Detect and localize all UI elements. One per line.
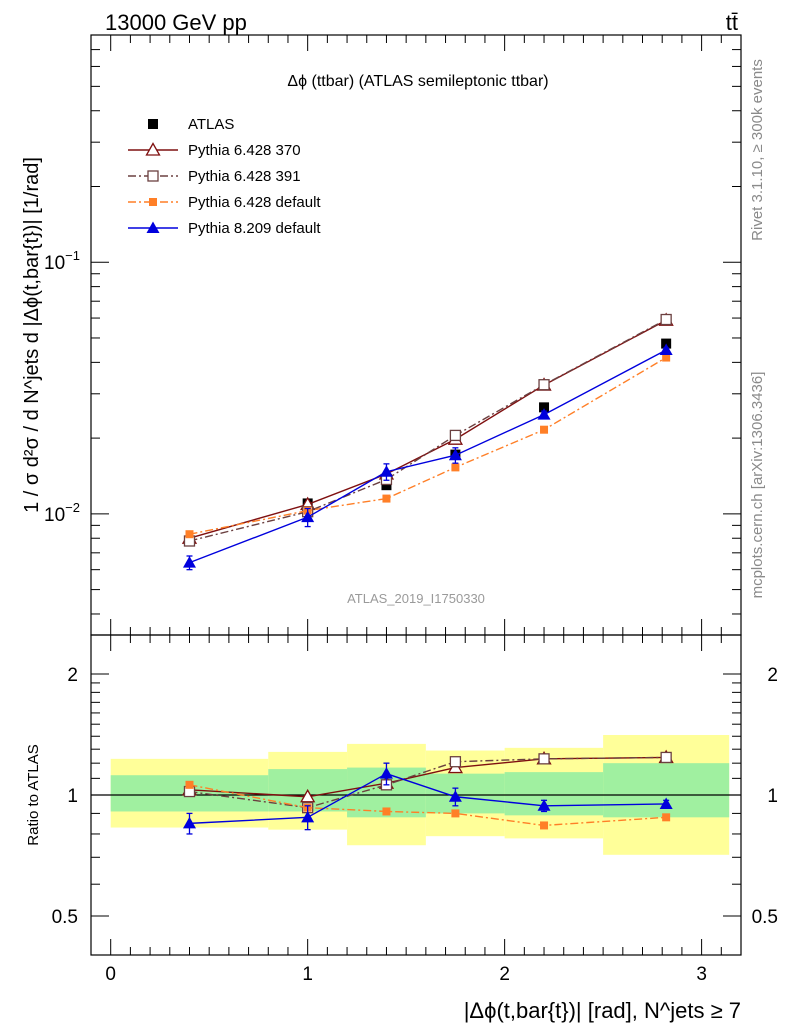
data-point (540, 821, 549, 830)
legend-label: Pythia 8.209 default (188, 220, 321, 237)
data-point (182, 816, 196, 829)
data-point (537, 799, 551, 811)
data-point (381, 480, 392, 491)
series-pythia-6-428-default (185, 353, 671, 539)
ratio-y-tick-label-left: 0.5 (52, 907, 78, 928)
data-point (449, 429, 462, 442)
series-pythia-8-209-default (182, 762, 673, 835)
ratio-series-layer (181, 749, 674, 835)
ratio-panel: 0.5 0.5 1 1 2 2 0 1 2 3 Ratio to ATLAS |Δϕ(t,bar{… (25, 634, 778, 1023)
ratio-y-tick-label-right: 1 (767, 786, 778, 807)
ratio-y-tick-label-right: 2 (767, 665, 778, 686)
y-tick-label: 10−1 (44, 248, 80, 274)
legend-marker (146, 221, 160, 233)
data-point (659, 797, 673, 809)
y-tick-label-text: 10−2 (44, 500, 80, 526)
data-point (662, 353, 671, 362)
data-point (379, 767, 393, 779)
legend-item-pythia-6-428-default: Pythia 6.428 default (128, 194, 321, 211)
series-line-pythia-6-428-391 (189, 318, 667, 542)
inner-uncertainty-band (603, 763, 730, 818)
data-point (662, 813, 671, 822)
series-pythia-8-209-default (182, 343, 673, 571)
legend-label: Pythia 6.428 default (188, 194, 321, 211)
series-line-pythia-8-209-default (189, 349, 667, 564)
ratio-y-tick-label-left: 1 (67, 786, 78, 807)
series-line-pythia-6-428-370 (189, 756, 667, 798)
x-tick-label: 1 (302, 964, 313, 985)
data-point (379, 465, 393, 477)
legend-label: Pythia 6.428 391 (188, 168, 301, 185)
legend-item-pythia-6-428-391: Pythia 6.428 391 (128, 168, 301, 185)
header-left-label: 13000 GeV pp (105, 10, 247, 35)
data-point (185, 780, 194, 789)
legend-label: ATLAS (188, 116, 234, 133)
data-point (539, 402, 550, 413)
ratio-y-tick-label-right: 0.5 (752, 907, 778, 928)
rivet-version-label: Rivet 3.1.10, ≥ 300k events (749, 59, 766, 241)
series-pythia-6-428-370 (181, 312, 674, 544)
series-line-pythia-8-209-default (189, 772, 667, 825)
series-line-pythia-6-428-391 (189, 756, 667, 809)
y-tick-label: 10−2 (44, 500, 80, 526)
data-point (448, 448, 462, 461)
data-point (301, 510, 315, 523)
legend-label: Pythia 6.428 370 (188, 142, 301, 159)
legend-marker (148, 119, 158, 129)
header-right-label: tt̄ (726, 10, 738, 35)
legend: ATLAS Pythia 6.428 370 Pythia 6.428 391 Pyt… (128, 116, 321, 237)
data-point (382, 807, 391, 816)
series-line-pythia-6-428-370 (189, 319, 667, 539)
legend-marker (145, 142, 161, 156)
main-y-axis-label: 1 / σ d²σ / d N^jets d |Δϕ(t,bar{t})| [1… (21, 157, 43, 513)
y-tick-label-text: 10−1 (44, 248, 80, 274)
series-pythia-6-428-391 (183, 313, 672, 547)
data-point (182, 556, 196, 568)
legend-item-pythia-8-209-default: Pythia 8.209 default (128, 220, 321, 237)
data-point (660, 313, 672, 326)
legend-marker (147, 170, 159, 182)
series-atlas (184, 338, 672, 547)
legend-item-atlas: ATLAS (148, 116, 234, 133)
analysis-watermark: ATLAS_2019_I1750330 (347, 591, 485, 606)
legend-marker (149, 198, 157, 206)
data-point (537, 408, 551, 420)
ratio-y-tick-label-left: 2 (67, 665, 78, 686)
ratio-y-axis-label: Ratio to ATLAS (25, 744, 42, 845)
main-series-layer (181, 312, 674, 571)
data-point (300, 788, 316, 803)
data-point (449, 756, 462, 768)
data-point (185, 530, 194, 539)
data-point (660, 751, 672, 764)
main-chart-title: Δϕ (ttbar) (ATLAS semileptonic ttbar) (287, 73, 548, 90)
data-point (382, 494, 391, 503)
data-point (540, 425, 549, 434)
main-panel: 10−2 10−1 Δϕ (ttbar) (ATLAS semileptonic … (21, 34, 742, 636)
x-tick-label: 2 (499, 964, 510, 985)
inner-uncertainty-band (425, 773, 505, 814)
legend-item-pythia-6-428-370: Pythia 6.428 370 (128, 142, 301, 159)
data-point (451, 809, 460, 818)
x-axis-label: |Δϕ(t,bar{t})| [rad], N^jets ≥ 7 (464, 998, 741, 1023)
data-point (538, 379, 550, 391)
data-point (659, 343, 673, 355)
mcplots-label: mcplots.cern.ch [arXiv:1306.3436] (749, 372, 766, 599)
data-point (301, 810, 315, 823)
data-point (448, 790, 462, 802)
inner-uncertainty-band (504, 772, 604, 816)
data-point (538, 753, 550, 765)
series-line-pythia-6-428-default (189, 784, 667, 827)
data-point (451, 463, 460, 472)
x-tick-label: 0 (105, 964, 116, 985)
ratio-axis-ticks: 0.5 0.5 1 1 2 2 0 1 2 3 (52, 635, 778, 985)
x-tick-label: 3 (696, 964, 707, 985)
series-line-pythia-6-428-default (189, 356, 667, 535)
main-axis-ticks: 10−2 10−1 (44, 34, 741, 635)
